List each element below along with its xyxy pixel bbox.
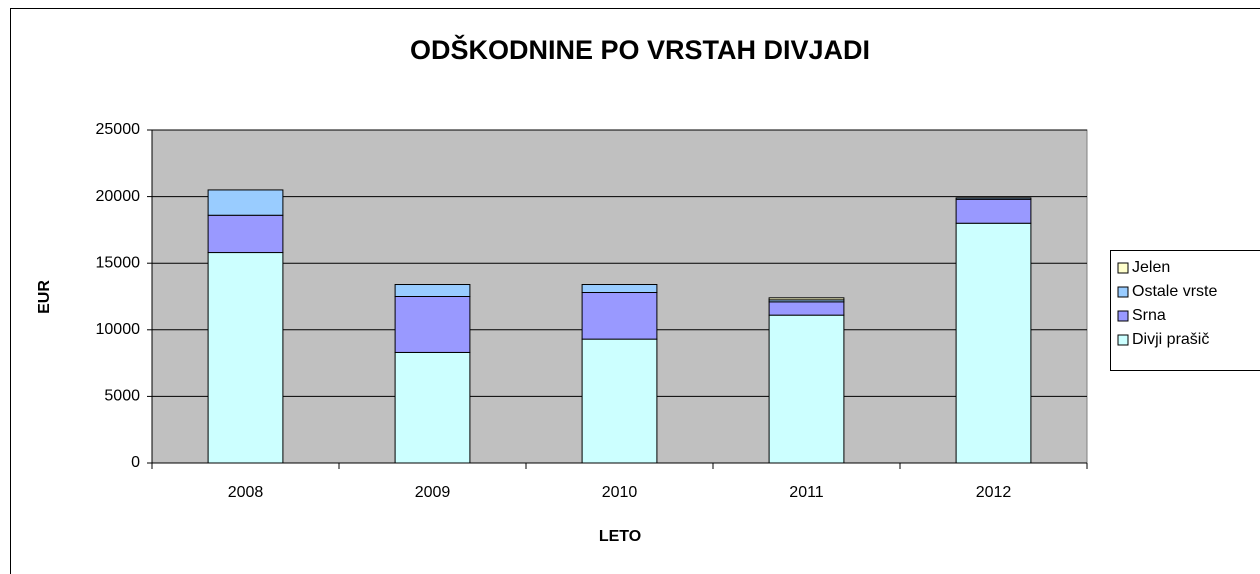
bar-segment bbox=[394, 284, 471, 297]
bar-segment bbox=[768, 301, 845, 316]
legend-swatch bbox=[1117, 310, 1129, 322]
legend-label: Jelen bbox=[1132, 259, 1170, 276]
y-tick-label: 10000 bbox=[96, 321, 141, 338]
bar-segment bbox=[207, 252, 284, 464]
bar-segment bbox=[581, 292, 658, 340]
bar-segment bbox=[581, 338, 658, 464]
x-tick-label: 2012 bbox=[976, 484, 1012, 501]
bar-segment bbox=[394, 351, 471, 464]
bar-segment bbox=[955, 198, 1032, 224]
x-tick-label: 2011 bbox=[789, 484, 824, 501]
bar-segment bbox=[955, 222, 1032, 464]
legend-swatch bbox=[1117, 334, 1129, 346]
legend-label: Ostale vrste bbox=[1132, 283, 1217, 300]
legend-label: Divji prašič bbox=[1132, 331, 1209, 348]
bar-segment bbox=[207, 214, 284, 254]
legend-swatch bbox=[1117, 262, 1129, 274]
legend-box bbox=[1110, 250, 1260, 371]
y-tick-label: 25000 bbox=[96, 121, 141, 138]
bar-segment bbox=[955, 197, 1032, 200]
y-tick-label: 5000 bbox=[104, 388, 140, 405]
bar-segment bbox=[768, 314, 845, 464]
x-tick-label: 2008 bbox=[228, 484, 264, 501]
x-axis-label: LETO bbox=[599, 528, 641, 545]
x-tick-label: 2009 bbox=[415, 484, 451, 501]
bar-segment bbox=[394, 296, 471, 353]
chart-title: ODŠKODNINE PO VRSTAH DIVJADI bbox=[410, 34, 870, 65]
y-tick-label: 15000 bbox=[96, 254, 141, 271]
legend-label: Srna bbox=[1132, 307, 1166, 324]
bar-segment bbox=[768, 297, 845, 301]
bar-segment bbox=[581, 284, 658, 294]
x-tick-label: 2010 bbox=[602, 484, 638, 501]
y-tick-label: 0 bbox=[131, 454, 140, 471]
legend-swatch bbox=[1117, 286, 1129, 298]
bar-segment bbox=[207, 189, 284, 216]
y-tick-label: 20000 bbox=[96, 188, 141, 205]
y-axis-label: EUR bbox=[36, 280, 53, 314]
